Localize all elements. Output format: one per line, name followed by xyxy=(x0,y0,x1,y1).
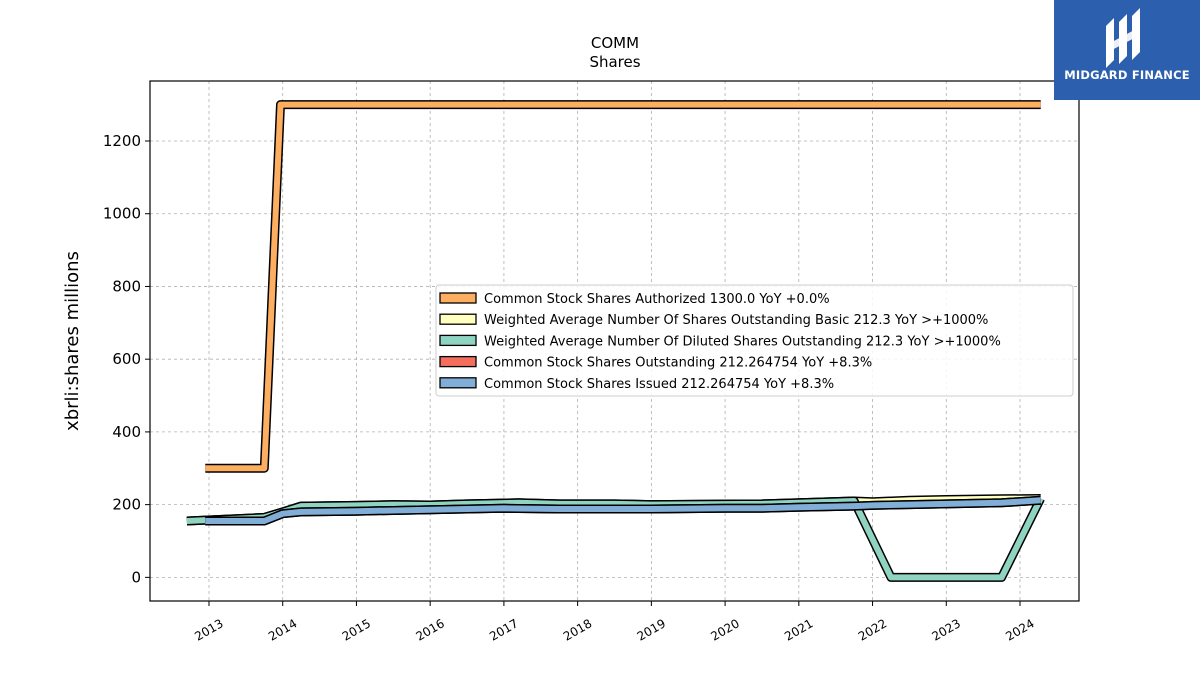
x-axis: 2013 2014 2015 2016 2017 2018 2019 2020 2021 2022… xyxy=(192,601,1037,644)
legend-box xyxy=(435,284,1074,397)
series-layer xyxy=(186,100,1045,582)
series-line-4 xyxy=(205,497,1041,524)
y-tick-label-6: 1200 xyxy=(103,132,141,150)
x-tick-label-3: 2016 xyxy=(413,616,446,643)
series-line-0 xyxy=(205,101,1041,472)
legend-label-2: Weighted Average Number Of Diluted Share… xyxy=(484,334,1001,349)
x-tick-label-1: 2014 xyxy=(266,616,299,643)
x-tick-label-0: 2013 xyxy=(192,616,225,643)
legend: Common Stock Shares Authorized 1300.0 Yo… xyxy=(435,284,1074,397)
x-tick-label-5: 2018 xyxy=(561,616,594,643)
legend-label-3: Common Stock Shares Outstanding 212.2647… xyxy=(484,356,872,371)
series-line-2 xyxy=(186,497,1044,581)
midgard-logo-icon xyxy=(1106,8,1140,68)
legend-swatch-0 xyxy=(439,292,477,304)
y-tick-label-0: 0 xyxy=(131,568,141,586)
chart-title: COMM xyxy=(591,34,639,52)
plot-frame xyxy=(149,80,1080,602)
legend-label-0: Common Stock Shares Authorized 1300.0 Yo… xyxy=(484,292,830,307)
x-tick-label-9: 2022 xyxy=(856,616,889,643)
x-tick-label-7: 2020 xyxy=(708,616,741,643)
y-tick-label-1: 200 xyxy=(112,496,141,514)
y-tick-label-4: 800 xyxy=(112,277,141,295)
legend-swatch-3 xyxy=(439,355,477,368)
legend-swatch-4 xyxy=(439,377,477,389)
x-tick-label-4: 2017 xyxy=(487,616,520,643)
y-axis: 0 200 400 600 800 1000 1200 xyxy=(103,132,150,586)
x-tick-label-6: 2019 xyxy=(635,616,668,643)
x-tick-label-11: 2024 xyxy=(1003,616,1036,643)
x-tick-label-8: 2021 xyxy=(782,616,815,643)
x-tick-label-2: 2015 xyxy=(340,616,373,643)
y-tick-label-3: 600 xyxy=(112,350,141,368)
y-tick-label-2: 400 xyxy=(112,423,141,441)
legend-swatch-1 xyxy=(439,313,477,325)
legend-label-1: Weighted Average Number Of Shares Outsta… xyxy=(484,313,988,328)
y-axis-label: xbrli:shares millions xyxy=(62,251,83,431)
logo-text: MIDGARD FINANCE xyxy=(1064,68,1190,82)
legend-swatch-2 xyxy=(439,334,477,347)
midgard-finance-logo: MIDGARD FINANCE xyxy=(1054,0,1200,100)
chart-subtitle: Shares xyxy=(589,53,640,71)
y-tick-label-5: 1000 xyxy=(103,205,141,223)
x-tick-label-10: 2023 xyxy=(930,616,963,643)
legend-label-4: Common Stock Shares Issued 212.264754 Yo… xyxy=(484,377,834,392)
